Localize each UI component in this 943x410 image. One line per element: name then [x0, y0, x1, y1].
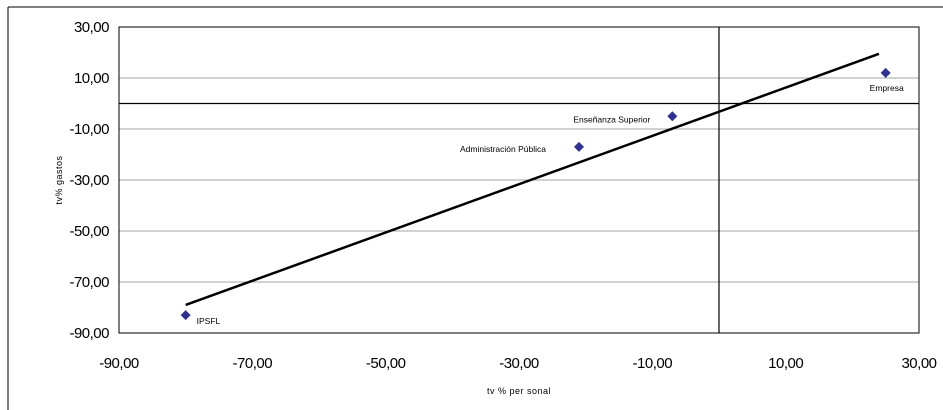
data-point-2 — [574, 141, 584, 152]
x-tick-label: -90,00 — [99, 355, 139, 372]
y-tick-label: -50,00 — [69, 223, 109, 240]
x-tick-labels: -90,00 -70,00 -50,00 -30,00 -10,00 10,00 30,00 — [99, 355, 937, 372]
x-tick-label: -30,00 — [499, 355, 539, 372]
x-tick-label: -70,00 — [233, 355, 273, 372]
y-tick-label: 10,00 — [74, 70, 109, 87]
data-point-label-3: IPSFL — [197, 316, 221, 326]
y-tick-label: -70,00 — [69, 274, 109, 291]
y-axis-title: tv% gastos — [54, 155, 64, 204]
reference-lines — [119, 27, 919, 333]
data-points: Empresa Enseñanza Superior Administración … — [180, 67, 904, 326]
y-tick-label: -30,00 — [69, 172, 109, 189]
x-tick-label: -50,00 — [366, 355, 406, 372]
x-tick-label: 10,00 — [768, 355, 803, 372]
trendline — [185, 52, 880, 307]
grid-lines — [119, 77, 919, 283]
data-point-1 — [667, 111, 678, 122]
y-tick-label: -10,00 — [69, 121, 109, 138]
data-point-label-2: Administración Pública — [460, 144, 546, 154]
data-point-3 — [180, 310, 191, 321]
data-point-label-1: Enseñanza Superior — [573, 114, 650, 124]
x-tick-label: -10,00 — [633, 355, 673, 372]
y-tick-labels: 30,00 10,00 -10,00 -30,00 -50,00 -70,00 -90,00 — [69, 19, 109, 342]
y-tick-label: -90,00 — [69, 325, 109, 342]
data-point-0 — [880, 67, 891, 78]
y-tick-label: 30,00 — [74, 19, 109, 36]
trendline-path — [185, 52, 880, 307]
data-point-label-0: Empresa — [870, 83, 904, 93]
x-axis-title: tv % per sonal — [487, 386, 551, 396]
plot-area-border — [118, 26, 920, 334]
x-tick-label: 30,00 — [901, 355, 936, 372]
